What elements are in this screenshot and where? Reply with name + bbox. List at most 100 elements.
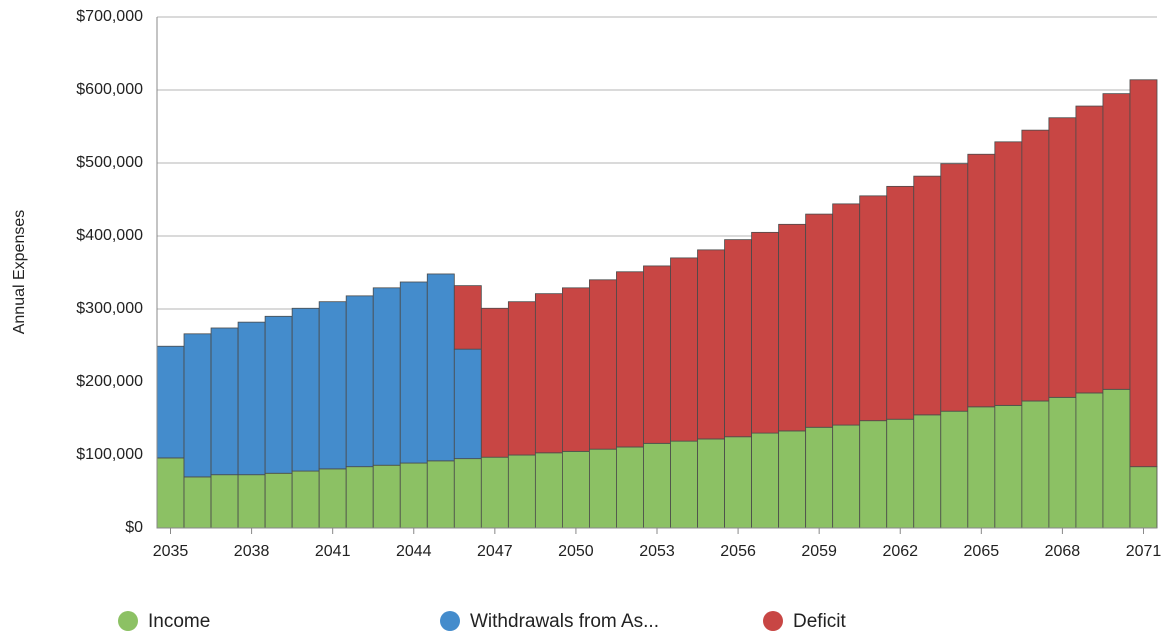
bar-segment: [156, 457, 185, 529]
y-tick-label: $300,000: [76, 300, 143, 317]
bar-segment: [697, 438, 725, 529]
bar-segment: [805, 426, 834, 529]
bar-segment: [832, 424, 861, 529]
bar-segment: [1102, 93, 1131, 390]
bar-segment: [616, 446, 644, 529]
bar-segment: [534, 452, 563, 529]
bar-segment: [886, 418, 915, 529]
legend-label: Deficit: [793, 611, 847, 632]
bar-segment: [318, 301, 347, 470]
bar-segment: [562, 287, 590, 452]
legend-label: Income: [148, 611, 210, 632]
bar-segment: [616, 271, 644, 448]
bar-segment: [372, 287, 401, 466]
bar-segment: [534, 293, 563, 454]
bar-segment: [399, 281, 428, 464]
y-tick-label: $600,000: [76, 81, 143, 98]
bar-segment: [372, 464, 401, 529]
bar-segment: [264, 472, 293, 529]
x-tick-label: 2065: [964, 543, 1000, 560]
bar-segment: [859, 195, 888, 422]
y-tick-label: $0: [125, 519, 143, 536]
bar-segment: [345, 295, 374, 468]
bar-segment: [1075, 392, 1104, 529]
x-tick-label: 2056: [720, 543, 756, 560]
bar-segment: [940, 410, 969, 529]
bar-segment: [778, 430, 807, 529]
bar-segment: [643, 265, 671, 444]
x-tick-label: 2038: [234, 543, 270, 560]
bar-segment: [724, 436, 752, 529]
bar-segment: [940, 163, 969, 412]
bar-segment: [967, 406, 996, 529]
bar-segment: [562, 450, 590, 529]
x-tick-label: 2041: [315, 543, 351, 560]
y-tick-label: $400,000: [76, 227, 143, 244]
bar-segment: [237, 321, 266, 476]
bar-segment: [589, 448, 617, 529]
bar-segment: [237, 474, 266, 529]
bar-segment: [643, 442, 671, 529]
x-tick-label: 2062: [882, 543, 918, 560]
bar-segment: [778, 223, 807, 432]
x-tick-label: 2047: [477, 543, 513, 560]
bar-segment: [507, 454, 536, 529]
y-tick-label: $700,000: [76, 8, 143, 25]
y-tick-label: $500,000: [76, 154, 143, 171]
x-tick-label: 2071: [1126, 543, 1162, 560]
bar-segment: [264, 315, 293, 474]
bar-segment: [805, 213, 834, 428]
x-tick-label: 2050: [558, 543, 594, 560]
bar-segment: [453, 458, 482, 529]
bar-segment: [994, 404, 1023, 529]
legend-marker: [440, 611, 460, 631]
y-tick-label: $100,000: [76, 446, 143, 463]
x-tick-label: 2053: [639, 543, 675, 560]
bar-segment: [886, 185, 915, 420]
bar-segment: [345, 466, 374, 529]
bar-segment: [1021, 129, 1050, 402]
bar-segment: [913, 414, 942, 529]
bar-segment: [724, 239, 752, 438]
bar-segment: [318, 468, 347, 529]
y-tick-label: $200,000: [76, 373, 143, 390]
bar-segment: [480, 456, 509, 529]
x-tick-label: 2035: [153, 543, 189, 560]
bar-segment: [291, 470, 320, 529]
bar-segment: [399, 462, 428, 529]
bar-segment: [751, 231, 780, 434]
bar-segment: [1048, 117, 1077, 398]
bar-segment: [913, 175, 942, 416]
bar-segment: [156, 345, 185, 459]
bar-segment: [426, 460, 455, 529]
y-axis-label: Annual Expenses: [11, 210, 28, 335]
bar-segment: [1021, 400, 1050, 529]
bar-segment: [1075, 105, 1104, 394]
bar-segment: [967, 153, 996, 408]
bar-segment: [453, 348, 482, 460]
bar-segment: [751, 432, 780, 529]
x-tick-label: 2059: [801, 543, 837, 560]
legend-marker: [763, 611, 783, 631]
bar-segment: [210, 327, 239, 476]
x-tick-label: 2068: [1045, 543, 1081, 560]
bar-segment: [291, 307, 320, 472]
bar-segment: [859, 420, 888, 529]
bar-segment: [832, 203, 861, 426]
bar-segment: [670, 440, 698, 529]
bar-segment: [507, 301, 536, 456]
bar-segment: [697, 249, 725, 440]
legend-marker: [118, 611, 138, 631]
bar-segment: [1102, 388, 1131, 529]
bar-segment: [453, 285, 482, 350]
bar-segment: [1048, 396, 1077, 529]
bar-segment: [589, 279, 617, 450]
legend-label: Withdrawals from As...: [470, 611, 659, 632]
bar-segment: [994, 141, 1023, 406]
bar-segment: [1129, 466, 1158, 529]
bar-segment: [480, 307, 509, 458]
bar-segment: [210, 474, 239, 529]
bar-segment: [183, 476, 212, 529]
bar-segment: [1129, 79, 1158, 468]
